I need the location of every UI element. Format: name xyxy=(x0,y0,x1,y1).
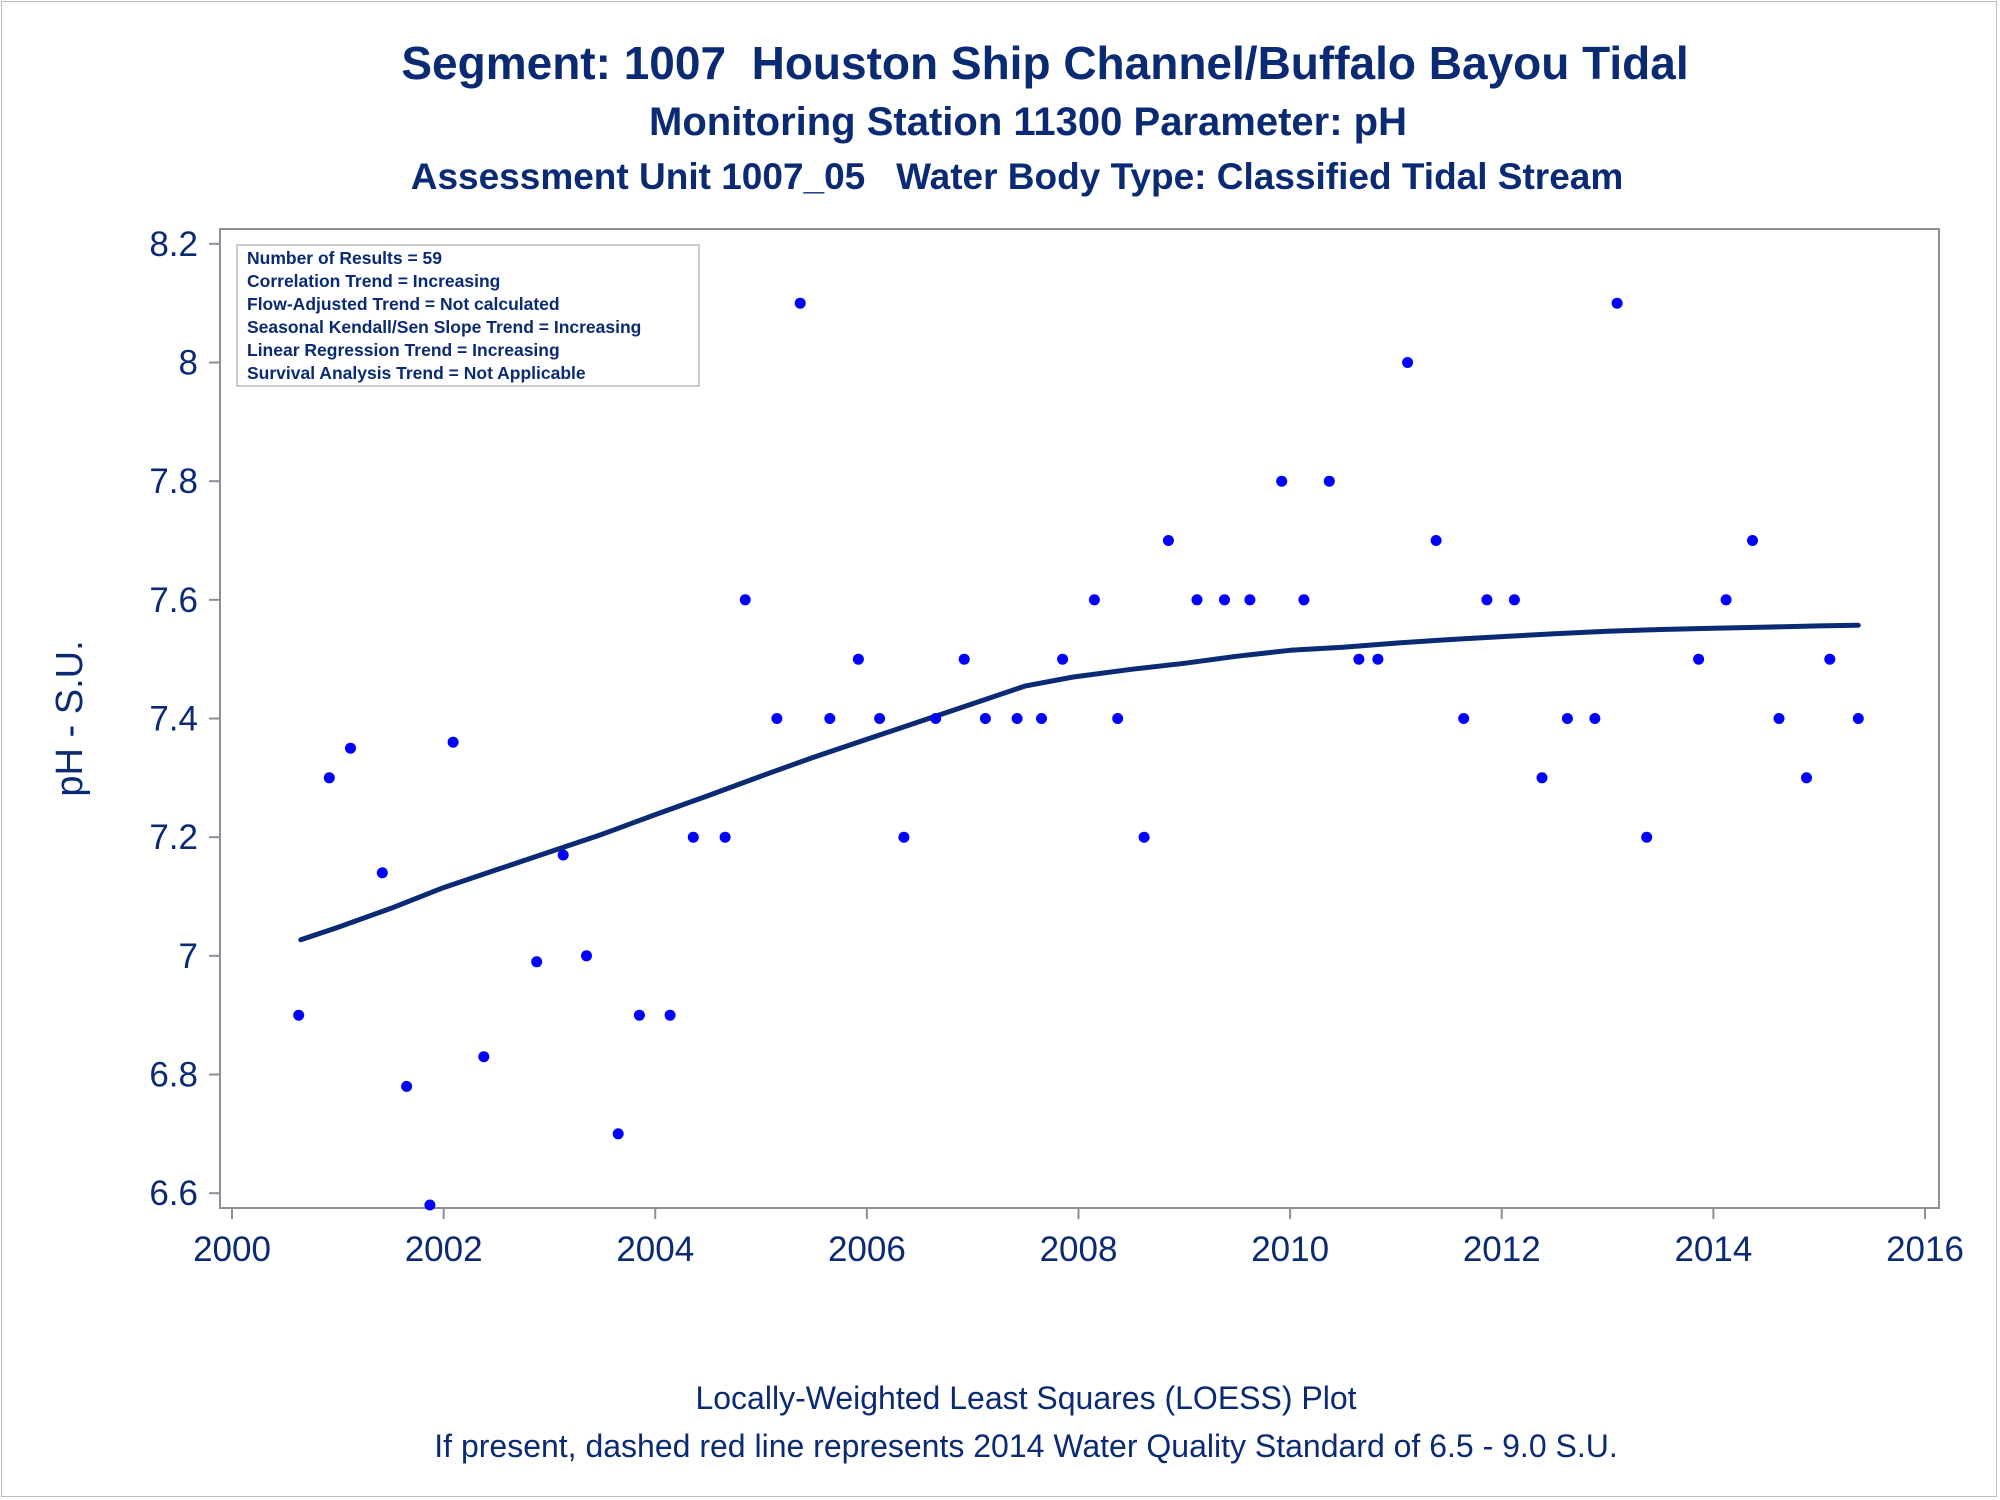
data-point xyxy=(794,297,806,309)
data-point xyxy=(1747,535,1758,546)
data-point xyxy=(664,1009,676,1021)
y-tick-label: 6.8 xyxy=(149,1056,198,1095)
data-point xyxy=(1138,831,1150,843)
x-tick-label: 2004 xyxy=(616,1230,694,1269)
y-tick-label: 7.2 xyxy=(149,818,198,857)
data-point xyxy=(1508,594,1520,606)
data-point xyxy=(1088,594,1100,606)
x-tick-label: 2014 xyxy=(1674,1230,1752,1269)
data-point xyxy=(874,713,886,724)
y-tick-label: 8.2 xyxy=(149,225,198,264)
data-point xyxy=(424,1199,436,1211)
data-point xyxy=(771,713,783,724)
data-point xyxy=(1458,713,1470,724)
data-point xyxy=(1720,594,1732,606)
data-point xyxy=(687,831,699,843)
chart-subtitle-assessment: Assessment Unit 1007_05 Water Body Type:… xyxy=(410,156,1624,197)
data-point xyxy=(1430,535,1442,546)
data-point xyxy=(1641,831,1653,843)
data-point xyxy=(345,742,356,754)
data-point xyxy=(478,1051,490,1063)
stats-legend-line: Flow-Adjusted Trend = Not calculated xyxy=(247,294,560,314)
data-point xyxy=(1611,297,1623,309)
x-tick-label: 2002 xyxy=(405,1230,483,1269)
chart-subtitle-station: Monitoring Station 11300 Parameter: pH xyxy=(649,100,1407,144)
data-point xyxy=(1057,653,1069,665)
data-point xyxy=(1536,772,1548,784)
data-point xyxy=(1372,653,1384,665)
data-point xyxy=(1402,357,1414,368)
data-point xyxy=(958,653,970,665)
data-point xyxy=(1353,653,1365,665)
data-point xyxy=(1589,713,1601,724)
data-point xyxy=(1481,594,1493,606)
y-tick-label: 7.4 xyxy=(149,700,198,739)
stats-legend-box xyxy=(236,244,700,387)
x-tick-label: 2010 xyxy=(1251,1230,1329,1269)
x-tick-label: 2006 xyxy=(828,1230,906,1269)
data-point xyxy=(447,736,459,748)
data-point xyxy=(531,956,543,968)
data-point xyxy=(1244,594,1256,606)
data-point xyxy=(1036,713,1047,724)
chart-title: Segment: 1007 Houston Ship Channel/Buffa… xyxy=(401,37,1689,89)
data-point xyxy=(1219,594,1230,606)
y-tick-label: 7.6 xyxy=(149,581,198,620)
x-tick-label: 2012 xyxy=(1463,1230,1541,1269)
data-point xyxy=(1801,772,1812,784)
loess-trend-line xyxy=(298,622,1861,943)
data-point xyxy=(930,713,942,724)
data-point xyxy=(1191,594,1203,606)
data-point xyxy=(1298,594,1310,606)
data-point xyxy=(1824,653,1836,665)
x-tick-label: 2008 xyxy=(1040,1230,1118,1269)
data-point xyxy=(852,653,864,665)
data-point xyxy=(824,713,836,724)
footnote-loess: Locally-Weighted Least Squares (LOESS) P… xyxy=(695,1380,1357,1416)
stats-legend-line: Seasonal Kendall/Sen Slope Trend = Incre… xyxy=(247,317,641,337)
data-point xyxy=(898,831,910,843)
stats-legend-line: Linear Regression Trend = Increasing xyxy=(247,340,560,360)
footnote-standard: If present, dashed red line represents 2… xyxy=(434,1428,1618,1464)
data-point xyxy=(293,1009,305,1021)
stats-legend-line: Survival Analysis Trend = Not Applicable xyxy=(247,363,586,383)
data-point xyxy=(1011,713,1023,724)
y-tick-label: 6.6 xyxy=(149,1174,198,1213)
data-point xyxy=(719,831,731,843)
data-point xyxy=(1276,475,1288,487)
data-point xyxy=(979,713,991,724)
data-point xyxy=(1323,475,1335,487)
stats-legend-line: Number of Results = 59 xyxy=(247,248,442,268)
data-point xyxy=(633,1009,645,1021)
data-point xyxy=(1852,713,1864,724)
stats-legend-line: Correlation Trend = Increasing xyxy=(247,271,500,291)
data-point xyxy=(1162,535,1174,546)
data-point xyxy=(1561,713,1573,724)
data-point xyxy=(581,950,592,962)
y-tick-label: 7.8 xyxy=(149,462,198,501)
data-point xyxy=(557,849,569,861)
data-point xyxy=(612,1128,624,1140)
data-point xyxy=(739,594,751,606)
y-tick-label: 7 xyxy=(179,937,198,976)
data-point xyxy=(1112,713,1124,724)
y-tick-label: 8 xyxy=(179,344,198,383)
y-axis-label: pH - S.U. xyxy=(49,640,91,796)
data-point xyxy=(1693,653,1705,665)
data-point xyxy=(401,1080,413,1092)
x-tick-label: 2000 xyxy=(193,1230,271,1269)
data-point xyxy=(376,867,388,879)
x-tick-label: 2016 xyxy=(1886,1230,1964,1269)
data-point xyxy=(1773,713,1785,724)
data-point xyxy=(323,772,335,784)
